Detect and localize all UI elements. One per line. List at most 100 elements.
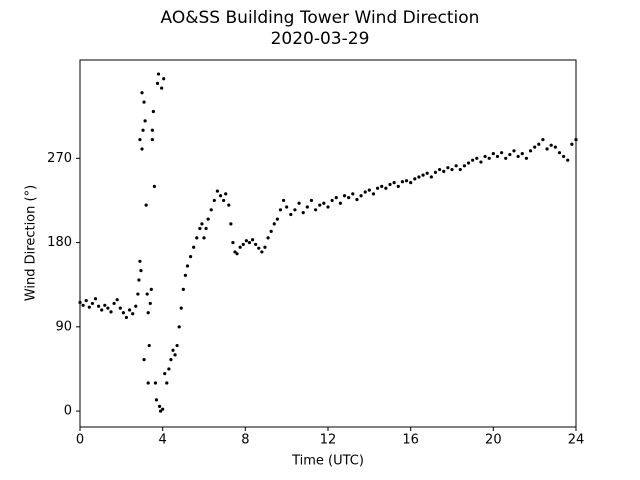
point [466, 161, 471, 165]
point [218, 194, 223, 198]
point [458, 167, 462, 172]
chart-title: AO&SS Building Tower Wind Direction [161, 8, 480, 28]
point [281, 198, 286, 203]
point [314, 208, 318, 212]
point [528, 149, 533, 153]
point [400, 180, 404, 184]
point [338, 201, 342, 205]
point [183, 273, 187, 277]
point [500, 151, 504, 155]
point [301, 211, 305, 215]
point [342, 194, 347, 198]
point [153, 381, 158, 385]
point [142, 357, 146, 362]
point [297, 201, 301, 205]
point [227, 203, 231, 207]
x-tick-label: 8 [241, 433, 249, 448]
point [173, 353, 177, 357]
point [155, 81, 160, 86]
point [162, 77, 166, 81]
point [334, 196, 338, 200]
point [204, 226, 208, 231]
point [257, 246, 261, 250]
point [417, 175, 421, 179]
point [145, 292, 149, 296]
point [491, 152, 495, 156]
point [136, 292, 140, 296]
point [520, 152, 524, 156]
point [188, 255, 193, 259]
point [541, 137, 545, 142]
point [152, 184, 156, 188]
point [179, 306, 183, 310]
point [149, 287, 153, 291]
plot-frame [79, 59, 577, 428]
point [128, 308, 132, 312]
point [161, 407, 165, 411]
point [384, 186, 388, 190]
point [293, 208, 297, 212]
point [97, 304, 101, 308]
point [224, 192, 228, 196]
point [115, 298, 119, 302]
point [192, 245, 196, 249]
point [229, 222, 233, 226]
point [570, 142, 574, 146]
point [109, 310, 113, 314]
point [159, 409, 163, 413]
point [112, 301, 116, 306]
point [148, 301, 152, 306]
point [150, 137, 154, 142]
point [143, 119, 147, 123]
point [147, 343, 151, 348]
point [209, 208, 213, 212]
y-tick-label: 0 [64, 404, 72, 419]
point [140, 147, 144, 151]
point [404, 179, 409, 183]
point [146, 311, 150, 315]
point [156, 72, 161, 76]
point [285, 205, 289, 209]
point [121, 311, 125, 315]
point [106, 306, 110, 310]
point [141, 128, 145, 132]
point [142, 100, 146, 104]
point [376, 186, 380, 190]
point [504, 156, 508, 160]
point [396, 184, 400, 188]
point [487, 156, 491, 160]
x-tick-label: 20 [485, 433, 502, 448]
point [202, 236, 206, 240]
point [438, 167, 442, 172]
point [212, 198, 216, 203]
point [150, 128, 154, 132]
point [78, 300, 82, 305]
point [138, 259, 142, 263]
point [139, 269, 143, 273]
point [545, 147, 549, 151]
point [562, 154, 566, 159]
point [495, 154, 500, 159]
point [392, 181, 396, 185]
point [450, 167, 454, 172]
point [163, 372, 167, 376]
y-axis-label: Wind Direction (°) [24, 185, 39, 301]
point [81, 303, 85, 307]
point [462, 164, 466, 168]
point [475, 156, 479, 160]
point [471, 158, 475, 162]
point [233, 250, 237, 254]
point [322, 201, 326, 205]
point [454, 164, 458, 168]
point [198, 226, 202, 231]
point [238, 245, 242, 249]
point [429, 175, 433, 179]
point [347, 196, 351, 200]
point [326, 205, 330, 209]
point [289, 212, 293, 217]
point [566, 158, 570, 162]
point [247, 240, 252, 245]
point [260, 250, 264, 254]
point [516, 154, 520, 159]
